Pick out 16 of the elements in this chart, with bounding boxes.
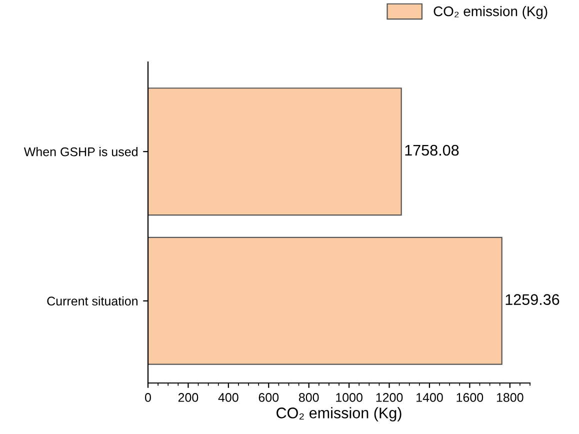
x-tick-label: 800 (298, 393, 319, 402)
x-axis-title: CO₂ emission (Kg) (276, 407, 402, 422)
x-tick-label: 1800 (496, 393, 524, 402)
x-tick-label: 0 (145, 393, 151, 402)
x-tick-label: 600 (258, 393, 279, 402)
x-tick-label: 200 (178, 393, 198, 402)
annotation: 1259.36 (506, 294, 560, 305)
x-tick-label: 1000 (336, 393, 362, 402)
y-tick-label: When GSHP is used (24, 147, 138, 156)
legend-label: CO₂ emission (Kg) (434, 6, 548, 19)
x-tick-label: 1600 (456, 393, 484, 402)
x-tick-label: 1400 (416, 393, 443, 402)
annotation: 1758.08 (405, 144, 459, 156)
y-tick-label: Current situation (47, 296, 138, 306)
x-tick-label: 400 (218, 393, 238, 402)
x-tick-label: 1200 (376, 393, 403, 402)
